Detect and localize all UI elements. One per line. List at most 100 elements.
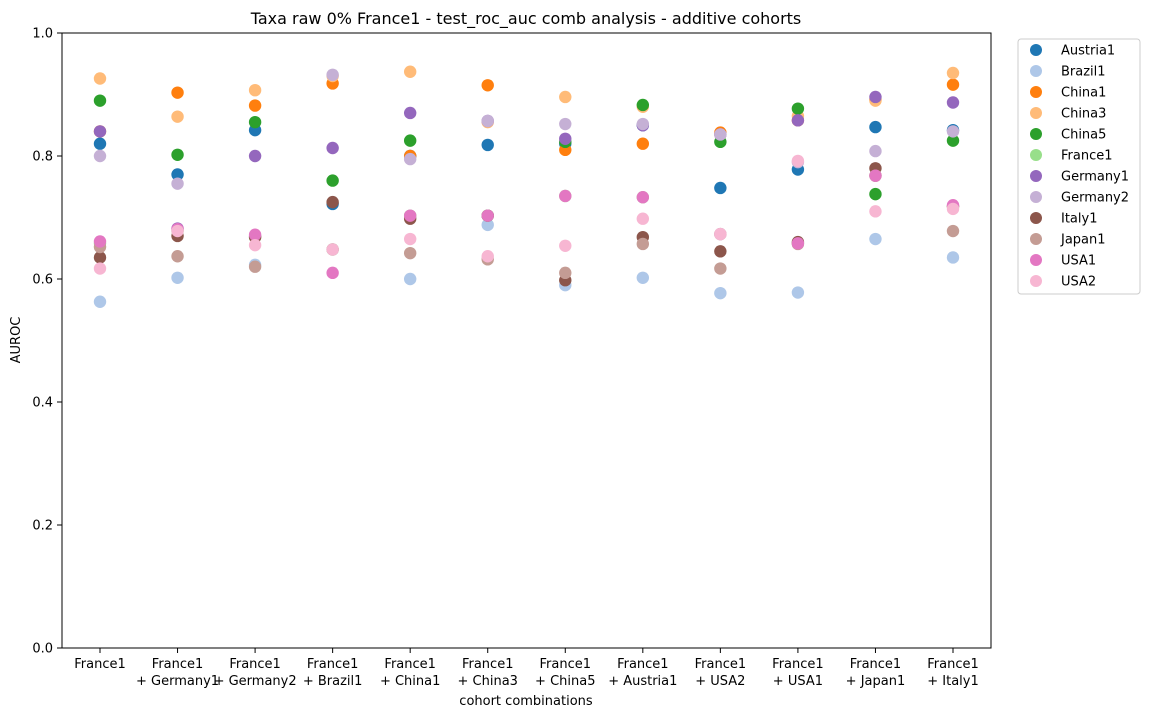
data-point	[946, 96, 960, 109]
data-point	[93, 137, 107, 150]
data-point	[403, 232, 417, 246]
x-tick-label: + Italy1	[927, 674, 979, 689]
x-axis-label: cohort combinations	[459, 694, 593, 709]
x-tick-label: France1	[152, 657, 204, 672]
series-usa2	[93, 154, 960, 275]
x-axis: France1 France1 + Germany1 France1 + Germany…	[74, 648, 979, 689]
data-point	[171, 224, 184, 238]
data-point	[326, 68, 339, 82]
data-point	[869, 232, 882, 246]
series-germany2	[93, 68, 960, 243]
data-point	[714, 245, 727, 258]
data-point	[93, 94, 107, 107]
data-point	[326, 266, 339, 280]
data-point	[403, 134, 417, 147]
data-point	[636, 137, 650, 150]
data-point	[714, 286, 727, 300]
data-point	[636, 98, 650, 112]
chart-title: Taxa raw 0% France1 - test_roc_auc comb …	[250, 9, 802, 29]
y-tick-label: 0.6	[32, 273, 53, 288]
data-point	[93, 262, 107, 275]
legend-marker	[1030, 275, 1042, 287]
legend-label: Italy1	[1061, 212, 1097, 227]
legend-label: Japan1	[1060, 233, 1106, 248]
data-point	[714, 262, 727, 275]
data-point	[171, 148, 184, 161]
data-point	[248, 99, 262, 112]
x-tick-label: France1	[540, 657, 592, 672]
legend-label: Germany1	[1061, 170, 1129, 185]
x-tick-label: + China3	[458, 674, 518, 689]
legend-label: China5	[1061, 128, 1106, 143]
data-point	[559, 189, 572, 203]
data-point	[403, 152, 417, 166]
legend-marker	[1030, 254, 1042, 266]
data-point	[791, 102, 805, 115]
data-point	[481, 250, 494, 263]
data-point	[791, 154, 805, 168]
x-tick-label: France1	[772, 657, 824, 672]
x-tick-label: + Austria1	[608, 674, 677, 689]
legend-marker	[1030, 191, 1042, 203]
legend-label: USA2	[1061, 275, 1096, 290]
data-point	[403, 106, 417, 120]
data-point	[791, 237, 805, 250]
data-point	[946, 202, 960, 216]
data-point	[559, 239, 572, 252]
data-point	[481, 79, 494, 92]
legend-marker	[1030, 65, 1042, 77]
data-point	[946, 251, 960, 264]
legend-label: France1	[1061, 149, 1113, 164]
x-tick-label: France1	[850, 657, 902, 672]
data-point	[248, 115, 262, 129]
legend-label: USA1	[1061, 254, 1096, 269]
legend-label: Austria1	[1061, 44, 1115, 59]
legend-label: Brazil1	[1061, 65, 1106, 80]
x-tick-label: France1	[384, 657, 436, 672]
x-tick-label: France1	[307, 657, 359, 672]
legend-marker	[1030, 170, 1042, 182]
x-tick-label: France1	[927, 657, 979, 672]
data-point	[93, 72, 107, 85]
x-tick-label: + China5	[535, 674, 595, 689]
y-tick-label: 0.8	[32, 150, 53, 165]
data-point	[403, 209, 417, 222]
data-point	[869, 120, 882, 134]
data-point	[248, 228, 262, 241]
data-point	[171, 86, 184, 99]
data-point	[714, 227, 727, 241]
data-point	[326, 141, 339, 155]
data-point	[481, 209, 494, 222]
legend-marker	[1030, 149, 1042, 161]
legend-label: China1	[1061, 86, 1106, 101]
data-point	[481, 138, 494, 152]
data-point	[636, 212, 650, 225]
data-point	[171, 110, 184, 123]
x-tick-label: + China1	[380, 674, 440, 689]
y-tick-label: 0.2	[32, 519, 53, 534]
data-point	[946, 125, 960, 138]
data-point	[559, 90, 572, 104]
data-point	[171, 168, 184, 181]
data-points	[93, 65, 960, 308]
data-point	[946, 78, 960, 91]
data-point	[636, 117, 650, 131]
x-tick-label: France1	[229, 657, 281, 672]
legend-frame	[1017, 38, 1141, 295]
legend-marker	[1030, 107, 1042, 119]
data-point	[869, 169, 882, 182]
data-point	[481, 114, 494, 128]
data-point	[636, 271, 650, 284]
legend-marker	[1030, 212, 1042, 224]
data-point	[559, 132, 572, 145]
x-tick-label: + USA2	[695, 674, 745, 689]
data-point	[636, 191, 650, 204]
y-axis: 0.0 0.2 0.4 0.6 0.8 1.0	[32, 27, 62, 657]
legend: Austria1 Brazil1 China1 China3 China5 France1…	[1017, 38, 1141, 295]
x-tick-label: + Japan1	[846, 674, 906, 689]
legend-marker	[1030, 233, 1042, 245]
x-tick-label: France1	[462, 657, 514, 672]
data-point	[248, 83, 262, 97]
y-tick-label: 0.4	[32, 396, 53, 411]
